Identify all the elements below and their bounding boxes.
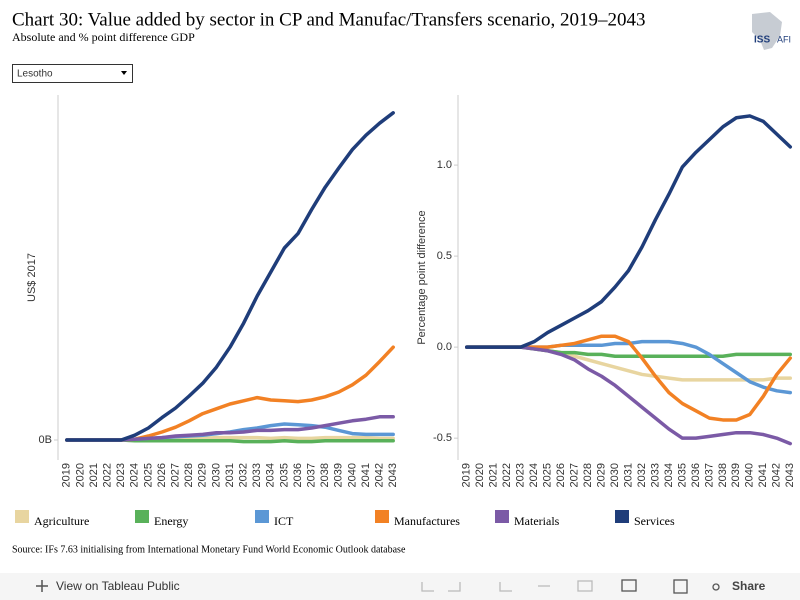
legend-label: Agriculture <box>34 514 89 528</box>
x-tick-label: 2042 <box>374 463 386 487</box>
x-tick-label: 2035 <box>278 463 290 487</box>
share-icon[interactable] <box>712 583 720 591</box>
legend-swatch <box>15 510 29 523</box>
x-tick-label: 2036 <box>690 463 702 487</box>
x-tick-label: 2028 <box>582 463 594 487</box>
x-tick-label: 2038 <box>717 463 729 487</box>
share-button[interactable]: Share <box>732 579 766 593</box>
x-tick-label: 2041 <box>757 463 769 487</box>
x-tick-label: 2037 <box>703 463 715 487</box>
logo-afi: AFI <box>777 34 791 44</box>
x-tick-label: 2024 <box>528 463 540 487</box>
x-tick-label: 2023 <box>115 463 127 487</box>
series-line <box>65 111 395 442</box>
x-tick-label: 2032 <box>636 463 648 487</box>
x-tick-label: 2027 <box>568 463 580 487</box>
africa-icon <box>752 12 782 50</box>
x-tick-label: 2022 <box>102 463 114 487</box>
x-tick-label: 2026 <box>156 463 168 487</box>
dropdown-value: Lesotho <box>17 69 53 80</box>
series-line <box>464 114 793 349</box>
x-tick-label: 2037 <box>306 463 318 487</box>
x-tick-label: 2033 <box>251 463 263 487</box>
logo-iss: ISS <box>754 35 770 46</box>
dropdown-box[interactable] <box>12 64 133 83</box>
legend-swatch <box>615 510 629 523</box>
x-tick-label: 2027 <box>170 463 182 487</box>
x-tick-label: 2025 <box>142 463 154 487</box>
legend-swatch <box>255 510 269 523</box>
x-tick-label: 2030 <box>609 463 621 487</box>
logo: ISS AFI <box>752 12 791 50</box>
redo-icon[interactable] <box>448 582 461 592</box>
title: Chart 30: Value added by sector in CP an… <box>12 9 646 30</box>
x-tick-label: 2025 <box>542 463 554 487</box>
revert-icon[interactable] <box>499 582 512 592</box>
x-tick-label: 2029 <box>595 463 607 487</box>
x-tick-label: 2043 <box>387 463 399 487</box>
dropdown-arrow <box>121 71 127 75</box>
y-axis-label: US$ 2017 <box>26 253 38 302</box>
tableau-icon <box>36 580 48 592</box>
x-tick-label: 2031 <box>224 463 236 487</box>
x-tick-label: 2020 <box>74 463 86 487</box>
y-tick-label: -0.5 <box>433 432 452 444</box>
series-line <box>464 345 793 446</box>
y-tick-label: 0B <box>39 434 52 446</box>
x-tick-label: 2026 <box>555 463 567 487</box>
x-tick-label: 2040 <box>744 463 756 487</box>
y-tick-label: 0.0 <box>437 341 452 353</box>
x-tick-label: 2023 <box>515 463 527 487</box>
x-tick-label: 2043 <box>784 463 796 487</box>
toolbar <box>0 573 800 600</box>
legend-swatch <box>135 510 149 523</box>
legend-swatch <box>495 510 509 523</box>
legend-label: Services <box>634 514 675 528</box>
source: Source: IFs 7.63 initialising from Inter… <box>12 544 406 555</box>
x-tick-label: 2035 <box>676 463 688 487</box>
x-tick-label: 2034 <box>265 463 277 487</box>
y-tick-label: 0.5 <box>437 250 452 262</box>
series-line <box>65 345 395 442</box>
x-tick-label: 2031 <box>622 463 634 487</box>
x-tick-label: 2040 <box>346 463 358 487</box>
x-tick-label: 2019 <box>61 463 73 487</box>
x-tick-label: 2021 <box>488 463 500 487</box>
legend-label: Energy <box>154 514 188 528</box>
country-filter[interactable]: Lesotho <box>12 64 133 83</box>
x-tick-label: 2034 <box>663 463 675 487</box>
undo-icon[interactable] <box>421 582 434 592</box>
x-tick-label: 2030 <box>210 463 222 487</box>
legend-label: Manufactures <box>394 514 460 528</box>
y-axis-label: Percentage point difference <box>416 210 428 344</box>
x-tick-label: 2039 <box>333 463 345 487</box>
x-tick-label: 2029 <box>197 463 209 487</box>
toolbar-icons <box>421 579 720 594</box>
comment-icon[interactable] <box>621 579 637 592</box>
legend-label: ICT <box>274 514 294 528</box>
x-tick-label: 2022 <box>501 463 513 487</box>
x-tick-label: 2019 <box>461 463 473 487</box>
subtitle: Absolute and % point difference GDP <box>12 30 195 44</box>
x-tick-label: 2042 <box>771 463 783 487</box>
legend-swatch <box>375 510 389 523</box>
x-tick-label: 2041 <box>360 463 372 487</box>
pause-icon[interactable] <box>577 580 593 592</box>
x-tick-label: 2039 <box>730 463 742 487</box>
x-tick-label: 2020 <box>474 463 486 487</box>
y-tick-label: 1.0 <box>437 159 452 171</box>
x-tick-label: 2033 <box>649 463 661 487</box>
view-link[interactable]: View on Tableau Public <box>56 579 180 593</box>
x-tick-label: 2021 <box>88 463 100 487</box>
x-tick-label: 2024 <box>129 463 141 487</box>
x-tick-label: 2038 <box>319 463 331 487</box>
fullscreen-icon[interactable] <box>673 579 688 594</box>
x-tick-label: 2032 <box>238 463 250 487</box>
x-tick-label: 2028 <box>183 463 195 487</box>
toolbar-view[interactable]: View on Tableau Public <box>36 579 180 593</box>
legend-label: Materials <box>514 514 560 528</box>
series-line <box>464 339 793 395</box>
x-tick-label: 2036 <box>292 463 304 487</box>
